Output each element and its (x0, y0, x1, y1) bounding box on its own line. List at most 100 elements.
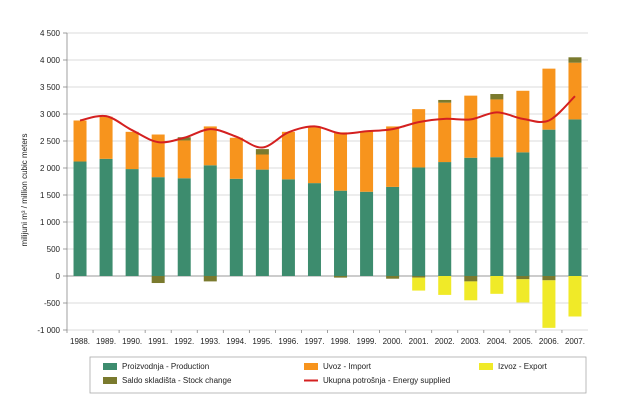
energy-supplied-line-layer (79, 95, 576, 149)
bar-production (99, 158, 113, 276)
bar-export (464, 281, 478, 301)
bar-export (516, 279, 530, 303)
x-tick-label: 1997. (304, 337, 324, 346)
bar-export (542, 280, 556, 328)
y-tick-label: 4 000 (40, 56, 61, 65)
bar-export (490, 276, 504, 294)
bar-import (438, 102, 452, 163)
legend: Proizvodnja - Production Uvoz - Import Izv… (89, 356, 587, 394)
bar-production (307, 183, 321, 276)
bar-production (73, 161, 87, 276)
bar-import (229, 137, 243, 179)
bar-import (360, 131, 374, 192)
legend-label: Proizvodnja - Production (122, 362, 209, 371)
bar-stock-change (516, 276, 530, 280)
bar-production (177, 178, 191, 276)
legend-swatch (103, 363, 117, 370)
bar-stock-change (490, 94, 504, 100)
bar-stock-change (255, 149, 269, 155)
legend-label: Uvoz - Import (323, 362, 372, 371)
x-tick-label: 2001. (409, 337, 429, 346)
x-tick-label: 1996. (278, 337, 298, 346)
bar-production (255, 169, 269, 276)
bar-stock-change (438, 99, 452, 103)
bar-production (151, 177, 165, 276)
bar-production (229, 178, 243, 276)
x-tick-label: 2006. (539, 337, 559, 346)
bar-import (203, 126, 217, 166)
bar-import (281, 131, 295, 180)
x-tick-label: 1992. (174, 337, 194, 346)
bar-import (568, 62, 582, 120)
bar-stock-change (151, 276, 165, 284)
y-axis-label: milijuni m³ / million cubic meters (20, 134, 29, 247)
bars (73, 57, 582, 328)
legend-swatch (304, 363, 318, 370)
bar-production (542, 129, 556, 276)
bar-production (334, 190, 348, 276)
bar-import (334, 132, 348, 191)
bar-production (516, 152, 530, 276)
bar-stock-change (542, 276, 556, 281)
x-tick-label: 2007. (565, 337, 585, 346)
y-tick-label: 3 500 (40, 83, 61, 92)
bar-import (516, 90, 530, 153)
bar-production (490, 157, 504, 276)
bar-import (125, 131, 139, 170)
x-tick-label: 1988. (70, 337, 90, 346)
bar-import (151, 134, 165, 178)
bar-stock-change (203, 276, 217, 282)
bar-production (568, 119, 582, 277)
bar-production (125, 169, 139, 276)
y-tick-label: -1 000 (37, 326, 60, 335)
x-tick-label: 2000. (383, 337, 403, 346)
x-tick-label: 2003. (461, 337, 481, 346)
y-tick-label: 0 (56, 272, 61, 281)
bar-import (490, 99, 504, 158)
bar-production (412, 167, 426, 276)
y-tick-label: 3 000 (40, 110, 61, 119)
bar-stock-change (568, 57, 582, 63)
y-tick-label: 500 (47, 245, 61, 254)
bar-import (73, 120, 87, 162)
bar-production (203, 165, 217, 276)
x-tick-label: 1989. (96, 337, 116, 346)
bar-stock-change (412, 276, 426, 278)
x-tick-label: 1994. (226, 337, 246, 346)
y-tick-label: 2 500 (40, 137, 61, 146)
x-tick-label: 2002. (435, 337, 455, 346)
y-tick-label: 2 000 (40, 164, 61, 173)
bar-import (255, 154, 269, 170)
x-tick-label: 1999. (357, 337, 377, 346)
bar-export (412, 277, 426, 291)
y-tick-label: 1 000 (40, 218, 61, 227)
bar-production (464, 157, 478, 276)
bar-stock-change (386, 276, 400, 279)
bar-import (307, 126, 321, 184)
x-tick-label: 1991. (148, 337, 168, 346)
bar-production (360, 191, 374, 276)
bar-import (412, 109, 426, 168)
x-tick-label: 1998. (331, 337, 351, 346)
x-tick-label: 1993. (200, 337, 220, 346)
energy-supplied-line (79, 95, 576, 149)
legend-label: Izvoz - Export (498, 362, 548, 371)
x-tick-label: 1990. (122, 337, 142, 346)
y-tick-label: -500 (44, 299, 61, 308)
bar-production (281, 179, 295, 276)
x-tick-label: 2004. (487, 337, 507, 346)
bar-stock-change (464, 276, 478, 282)
bar-production (386, 186, 400, 276)
bar-export (438, 276, 452, 295)
x-tick-label: 2005. (513, 337, 533, 346)
bar-import (464, 95, 478, 158)
bar-stock-change (177, 137, 191, 141)
x-tick-label: 1995. (252, 337, 272, 346)
legend-box (89, 356, 587, 394)
legend-swatch (479, 363, 493, 370)
bar-import (386, 126, 400, 187)
bar-production (438, 162, 452, 276)
bar-import (99, 116, 113, 159)
